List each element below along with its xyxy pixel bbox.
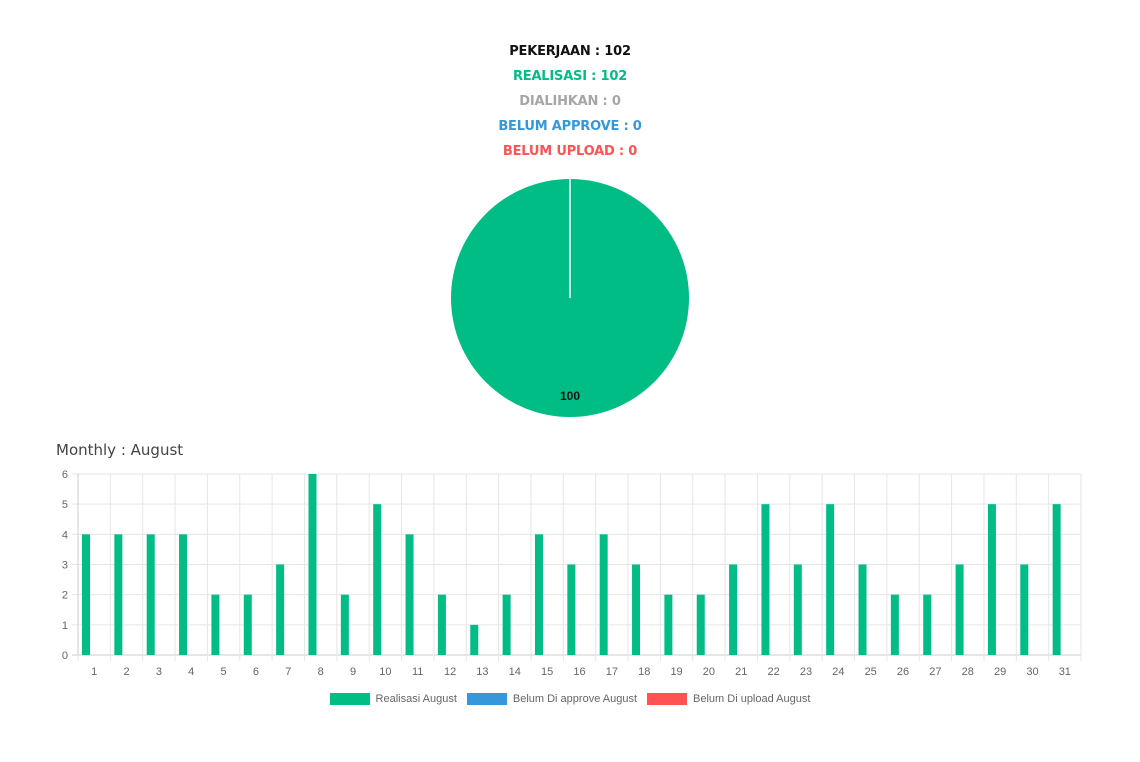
bar-realisasi-august-22[interactable] bbox=[761, 504, 770, 655]
y-tick-label: 4 bbox=[62, 529, 68, 541]
legend-label: Belum Di upload August bbox=[693, 693, 811, 705]
y-tick-label: 1 bbox=[62, 620, 68, 632]
bar-realisasi-august-28[interactable] bbox=[955, 564, 964, 656]
legend-swatch bbox=[647, 693, 688, 705]
bar-realisasi-august-25[interactable] bbox=[858, 564, 867, 656]
x-tick-label: 8 bbox=[318, 666, 324, 678]
bar-realisasi-august-14[interactable] bbox=[502, 594, 511, 655]
x-tick-label: 17 bbox=[606, 666, 618, 678]
pie-data-label: 100 bbox=[560, 389, 580, 403]
bar-realisasi-august-12[interactable] bbox=[437, 594, 446, 655]
x-tick-label: 2 bbox=[123, 666, 129, 678]
legend-label: Realisasi August bbox=[375, 693, 457, 705]
x-tick-label: 19 bbox=[670, 666, 682, 678]
bar-realisasi-august-31[interactable] bbox=[1052, 504, 1061, 655]
x-tick-label: 1 bbox=[91, 666, 97, 678]
bar-realisasi-august-15[interactable] bbox=[534, 534, 543, 655]
x-tick-label: 27 bbox=[929, 666, 941, 678]
legend-item[interactable]: Belum Di approve August bbox=[466, 693, 638, 705]
pekerjaan-total: PEKERJAAN : 102 bbox=[509, 44, 631, 59]
bar-realisasi-august-17[interactable] bbox=[599, 534, 608, 655]
x-tick-label: 21 bbox=[735, 666, 747, 678]
bar-realisasi-august-7[interactable] bbox=[276, 564, 285, 656]
x-tick-label: 6 bbox=[253, 666, 259, 678]
bar-realisasi-august-1[interactable] bbox=[82, 534, 90, 655]
x-tick-label: 29 bbox=[994, 666, 1006, 678]
x-tick-label: 5 bbox=[221, 666, 227, 678]
legend-item[interactable]: Realisasi August bbox=[329, 693, 457, 705]
x-tick-label: 31 bbox=[1059, 666, 1071, 678]
legend-swatch bbox=[466, 693, 507, 705]
x-tick-label: 13 bbox=[476, 666, 488, 678]
x-tick-label: 26 bbox=[897, 666, 909, 678]
y-tick-label: 6 bbox=[62, 469, 68, 481]
bar-realisasi-august-30[interactable] bbox=[1020, 564, 1029, 656]
y-tick-label: 5 bbox=[62, 499, 68, 511]
x-tick-label: 4 bbox=[188, 666, 194, 678]
legend-swatch bbox=[329, 693, 370, 705]
bar-realisasi-august-21[interactable] bbox=[729, 564, 738, 656]
x-tick-label: 30 bbox=[1026, 666, 1038, 678]
x-tick-label: 28 bbox=[962, 666, 974, 678]
x-tick-label: 15 bbox=[541, 666, 553, 678]
bar-realisasi-august-29[interactable] bbox=[987, 504, 996, 655]
bar-realisasi-august-26[interactable] bbox=[890, 594, 899, 655]
y-tick-label: 0 bbox=[62, 650, 68, 662]
x-tick-label: 16 bbox=[573, 666, 585, 678]
belum-upload-total: BELUM UPLOAD : 0 bbox=[502, 144, 638, 159]
realisasi-total: REALISASI : 102 bbox=[512, 69, 628, 84]
x-tick-label: 25 bbox=[865, 666, 877, 678]
legend-label: Belum Di approve August bbox=[512, 693, 638, 705]
bar-realisasi-august-24[interactable] bbox=[826, 504, 835, 655]
pie-chart: 100 bbox=[451, 179, 689, 417]
bar-realisasi-august-8[interactable] bbox=[308, 474, 317, 655]
dialihkan-total: DIALIHKAN : 0 bbox=[519, 94, 621, 109]
y-tick-label: 3 bbox=[62, 560, 68, 572]
bar-realisasi-august-19[interactable] bbox=[664, 594, 673, 655]
x-tick-label: 7 bbox=[285, 666, 291, 678]
x-tick-label: 12 bbox=[444, 666, 456, 678]
bar-realisasi-august-6[interactable] bbox=[243, 594, 252, 655]
bar-realisasi-august-2[interactable] bbox=[114, 534, 123, 655]
x-tick-label: 18 bbox=[638, 666, 650, 678]
bar-realisasi-august-20[interactable] bbox=[696, 594, 705, 655]
bar-realisasi-august-4[interactable] bbox=[179, 534, 188, 655]
bar-realisasi-august-10[interactable] bbox=[373, 504, 382, 655]
legend-item[interactable]: Belum Di upload August bbox=[647, 693, 810, 705]
bar-realisasi-august-23[interactable] bbox=[793, 564, 802, 656]
x-tick-label: 11 bbox=[412, 666, 423, 678]
bar-realisasi-august-11[interactable] bbox=[405, 534, 414, 655]
x-tick-label: 9 bbox=[350, 666, 356, 678]
x-tick-label: 23 bbox=[800, 666, 812, 678]
bar-realisasi-august-27[interactable] bbox=[923, 594, 932, 655]
x-tick-label: 3 bbox=[156, 666, 162, 678]
monthly-chart-title: Monthly : August bbox=[56, 441, 184, 459]
bar-realisasi-august-5[interactable] bbox=[211, 594, 220, 655]
y-tick-label: 2 bbox=[62, 590, 68, 602]
bar-realisasi-august-16[interactable] bbox=[567, 564, 576, 656]
bar-realisasi-august-18[interactable] bbox=[632, 564, 641, 656]
belum-approve-total: BELUM APPROVE : 0 bbox=[498, 119, 642, 134]
x-tick-label: 14 bbox=[509, 666, 521, 678]
bar-realisasi-august-9[interactable] bbox=[340, 594, 349, 655]
x-tick-label: 10 bbox=[379, 666, 391, 678]
x-tick-label: 22 bbox=[768, 666, 780, 678]
bar-realisasi-august-13[interactable] bbox=[470, 624, 479, 655]
bar-realisasi-august-3[interactable] bbox=[146, 534, 155, 655]
x-tick-label: 20 bbox=[703, 666, 715, 678]
chart-legend: Realisasi August Belum Di approve August B… bbox=[0, 693, 1140, 705]
x-tick-label: 24 bbox=[832, 666, 844, 678]
